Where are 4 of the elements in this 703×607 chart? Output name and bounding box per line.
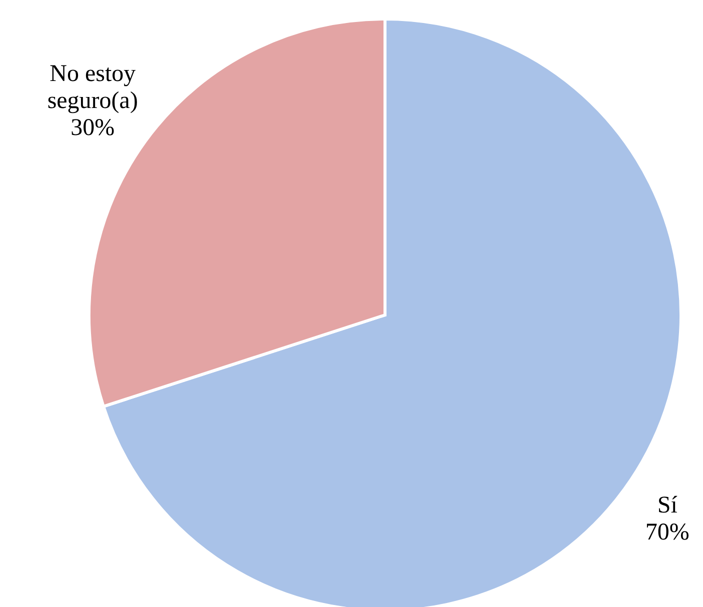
data-label: 70%: [645, 519, 690, 546]
data-label: 30%: [70, 115, 115, 142]
slice-label: Sí: [657, 492, 678, 518]
slice-label: No estoy seguro(a): [47, 61, 138, 114]
